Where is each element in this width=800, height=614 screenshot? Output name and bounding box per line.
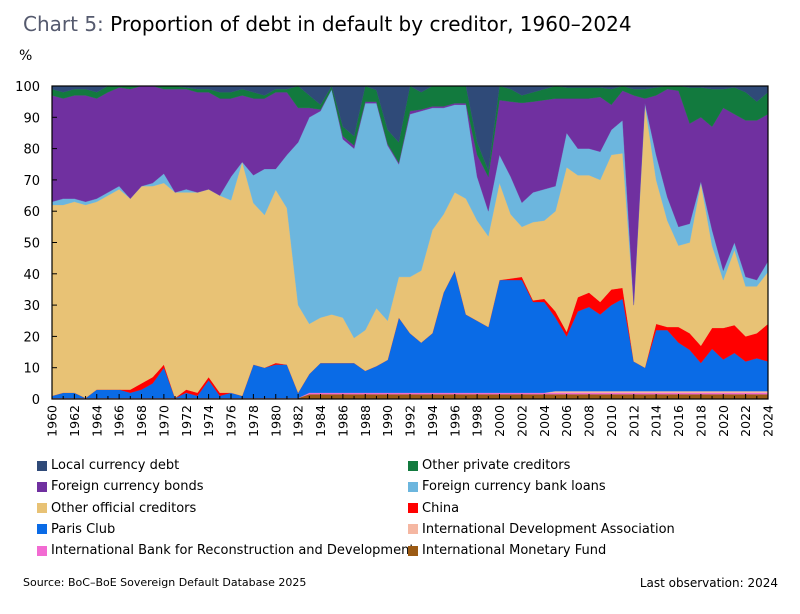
- legend-label: China: [422, 500, 460, 516]
- x-tick-label: 1990: [380, 405, 395, 437]
- legend-label: Foreign currency bonds: [51, 479, 204, 495]
- x-tick-label: 1988: [358, 405, 373, 437]
- y-tick-label: 60: [23, 205, 40, 220]
- x-tick-label: 1972: [179, 405, 194, 437]
- x-tick-label: 1996: [447, 405, 462, 437]
- legend-swatch: [37, 545, 47, 556]
- y-tick-label: 0: [32, 393, 40, 408]
- legend-swatch: [37, 481, 47, 492]
- x-tick-label: 2006: [559, 405, 574, 437]
- legend-item-international-monetary-fund: International Monetary Fund: [408, 543, 606, 558]
- legend-label: Local currency debt: [51, 458, 180, 473]
- y-tick-label: 100: [15, 80, 40, 95]
- x-tick-label: 2018: [693, 405, 708, 437]
- legend-item-other-official-creditors: Other official creditors: [37, 501, 196, 516]
- x-tick-label: 2000: [492, 405, 507, 437]
- y-tick-label: 80: [23, 143, 40, 158]
- x-tick-label: 1982: [291, 405, 306, 437]
- x-tick-label: 1978: [246, 405, 261, 437]
- x-tick-label: 1980: [268, 405, 283, 437]
- legend-item-foreign-currency-bank-loans: Foreign currency bank loans: [408, 479, 606, 494]
- y-tick-label: 70: [23, 174, 40, 189]
- y-axis-unit: %: [19, 48, 33, 64]
- legend-label: Foreign currency bank loans: [422, 479, 606, 495]
- legend-swatch: [408, 460, 418, 471]
- x-tick-label: 1992: [403, 405, 418, 437]
- x-tick-label: 2008: [582, 405, 597, 437]
- x-tick-label: 2002: [514, 405, 529, 437]
- y-tick-label: 10: [23, 362, 40, 377]
- legend-item-foreign-currency-bonds: Foreign currency bonds: [37, 479, 204, 494]
- stacked-area-chart: 0 10 20 30 40 50 60 70 80 90 100 1960 1962 1964 1966 19…: [15, 80, 776, 437]
- x-tick-label: 1974: [201, 405, 216, 437]
- x-tick-label: 2004: [537, 405, 552, 437]
- chart-number: Chart 5: [23, 12, 98, 36]
- legend-swatch: [37, 460, 47, 471]
- legend-label: International Bank for Reconstruction an…: [51, 543, 415, 559]
- chart-title: Chart 5: Proportion of debt in default b…: [23, 12, 632, 36]
- legend-swatch: [408, 524, 418, 535]
- x-tick-label: 2024: [761, 405, 776, 437]
- y-tick-label: 20: [23, 330, 40, 345]
- legend-swatch: [37, 524, 47, 535]
- legend-label: Paris Club: [51, 521, 116, 537]
- x-tick-label: 2022: [738, 405, 753, 437]
- x-tick-label: 1986: [335, 405, 350, 437]
- legend-item-international-development-association: International Development Association: [408, 522, 675, 537]
- legend-swatch: [408, 481, 418, 492]
- y-tick-label: 40: [23, 268, 40, 283]
- chart-title-text: Proportion of debt in default by credito…: [103, 12, 632, 36]
- title-separator: :: [97, 12, 104, 36]
- legend-swatch: [408, 503, 418, 514]
- y-tick-label: 30: [23, 299, 40, 314]
- legend-label: Other private creditors: [422, 458, 571, 473]
- x-tick-label: 1984: [313, 405, 328, 437]
- y-tick-label: 50: [23, 237, 40, 252]
- legend-item-local-currency-debt: Local currency debt: [37, 458, 179, 473]
- x-tick-label: 1960: [45, 405, 60, 437]
- x-tick-label: 1998: [470, 405, 485, 437]
- x-tick-label: 1964: [89, 405, 104, 437]
- y-tick-label: 90: [23, 111, 40, 126]
- legend-swatch: [408, 545, 418, 556]
- last-observation-note: Last observation: 2024: [639, 576, 778, 590]
- legend-label: Other official creditors: [51, 500, 197, 516]
- x-tick-label: 2010: [604, 405, 619, 437]
- legend-item-paris-club: Paris Club: [37, 522, 115, 537]
- source-note: Source: BoC–BoE Sovereign Default Databa…: [23, 576, 307, 589]
- x-tick-label: 2016: [671, 405, 686, 437]
- x-tick-label: 1968: [134, 405, 149, 437]
- x-tick-label: 2012: [626, 405, 641, 437]
- x-tick-label: 1994: [425, 405, 440, 437]
- x-tick-label: 2020: [716, 405, 731, 437]
- x-tick-label: 1966: [112, 405, 127, 437]
- x-tick-label: 1976: [224, 405, 239, 437]
- x-tick-label: 1970: [156, 405, 171, 437]
- legend-item-china: China: [408, 501, 459, 516]
- legend-label: International Monetary Fund: [422, 543, 607, 559]
- x-tick-label: 2014: [649, 405, 664, 437]
- legend-item-other-private-creditors: Other private creditors: [408, 458, 570, 473]
- legend-label: International Development Association: [422, 521, 675, 537]
- x-tick-label: 1962: [67, 405, 82, 437]
- legend-item-international-bank-for-reconstruction-and-development: International Bank for Reconstruction an…: [37, 543, 414, 558]
- legend-swatch: [37, 503, 47, 514]
